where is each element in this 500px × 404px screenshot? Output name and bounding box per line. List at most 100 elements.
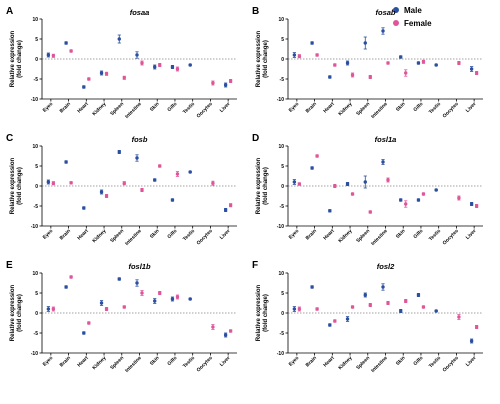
chart-title: fosl1b [128, 262, 151, 271]
category-label: Eyes [288, 228, 301, 241]
category-label: Kidney [91, 228, 107, 244]
category-label: Skin [149, 101, 161, 113]
panel-letter: B [252, 6, 259, 17]
category-label: Oocytes [196, 355, 214, 373]
female-data-point [386, 301, 390, 305]
male-data-point [153, 299, 157, 303]
female-data-point [421, 60, 426, 64]
y-tick-label: -5 [280, 77, 285, 83]
y-tick-label: -10 [31, 351, 38, 357]
female-data-point [404, 299, 408, 303]
female-data-point [211, 325, 215, 329]
panel-letter: E [6, 260, 13, 271]
male-data-point [153, 65, 157, 69]
y-tick-label: 10 [278, 271, 284, 277]
male-data-point [153, 178, 157, 182]
male-data-point [170, 297, 175, 301]
y-axis-label-line1: Relative expression [256, 157, 262, 214]
female-data-point [69, 275, 73, 279]
female-data-point [457, 61, 461, 65]
y-axis-label-line2: (fold change) [17, 294, 23, 332]
category-label: Liver [219, 101, 232, 114]
male-data-point [135, 53, 139, 57]
male-data-point [188, 63, 192, 67]
male-data-point [345, 182, 350, 186]
y-tick-label: -5 [34, 204, 39, 210]
female-data-point [421, 192, 426, 196]
category-label: Oocytes [442, 101, 460, 119]
panel-letter: A [6, 6, 13, 17]
male-data-point [82, 206, 86, 210]
category-label: Heart [322, 101, 336, 115]
male-data-point [381, 160, 385, 164]
category-label: Heart [322, 228, 336, 242]
y-tick-label: 5 [281, 37, 284, 43]
category-label: Kidney [337, 228, 353, 244]
category-label: Spleen [355, 101, 371, 117]
y-axis-label-line2: (fold change) [263, 294, 269, 332]
male-data-point [82, 85, 86, 89]
category-label: Testis [182, 228, 196, 242]
panel-letter: D [252, 133, 259, 144]
female-data-point [350, 192, 355, 196]
y-tick-label: 5 [35, 164, 38, 170]
category-label: Oocytes [442, 228, 460, 246]
panel-letter: C [6, 133, 13, 144]
female-data-point [297, 54, 302, 58]
female-data-point [421, 305, 426, 309]
male-data-point [292, 307, 297, 311]
category-label: Skin [395, 228, 407, 240]
category-label: Kidney [91, 355, 107, 371]
category-label: Eyes [288, 101, 301, 114]
female-data-point [104, 194, 109, 198]
female-data-point [474, 204, 479, 208]
category-label: Intestine [124, 355, 143, 374]
category-label: Oocytes [442, 355, 460, 373]
y-axis-label: Relative expression(fold change) [10, 284, 23, 341]
male-data-point [469, 67, 474, 71]
female-data-point [404, 71, 408, 75]
category-label: Brain [59, 101, 72, 114]
category-label: Skin [149, 355, 161, 367]
chart-title: fosaa [130, 8, 150, 17]
male-data-point [170, 65, 175, 69]
female-data-point [350, 305, 355, 309]
female-data-point [158, 291, 162, 295]
category-label: Oocytes [196, 228, 214, 246]
y-axis-label-line1: Relative expression [10, 30, 16, 87]
female-data-point [333, 63, 337, 67]
female-data-point [457, 315, 461, 319]
male-data-point [434, 309, 438, 313]
female-data-point [122, 76, 126, 80]
female-data-point [51, 307, 56, 311]
male-data-point [46, 307, 51, 311]
female-data-point [158, 164, 162, 168]
category-label: Eyes [42, 101, 55, 114]
female-data-point [211, 181, 215, 185]
category-label: Skin [149, 228, 161, 240]
male-data-point [117, 150, 121, 154]
female-data-point [297, 182, 302, 186]
female-data-point [228, 79, 233, 83]
y-axis-label-line2: (fold change) [263, 40, 269, 78]
male-data-point [64, 41, 68, 45]
female-data-point [140, 188, 144, 192]
category-label: Kidney [91, 101, 107, 117]
category-label: Testis [428, 101, 442, 115]
y-tick-label: 5 [281, 291, 284, 297]
male-data-point [99, 301, 104, 305]
female-data-point [87, 321, 91, 325]
female-data-point [228, 203, 233, 207]
legend: Male Female [393, 6, 432, 28]
male-data-point [82, 331, 86, 335]
female-data-point [368, 75, 372, 79]
male-data-point [188, 170, 192, 174]
category-label: Liver [465, 101, 478, 114]
male-data-point [188, 297, 192, 301]
y-tick-label: 0 [35, 184, 38, 190]
male-data-point [223, 333, 228, 337]
